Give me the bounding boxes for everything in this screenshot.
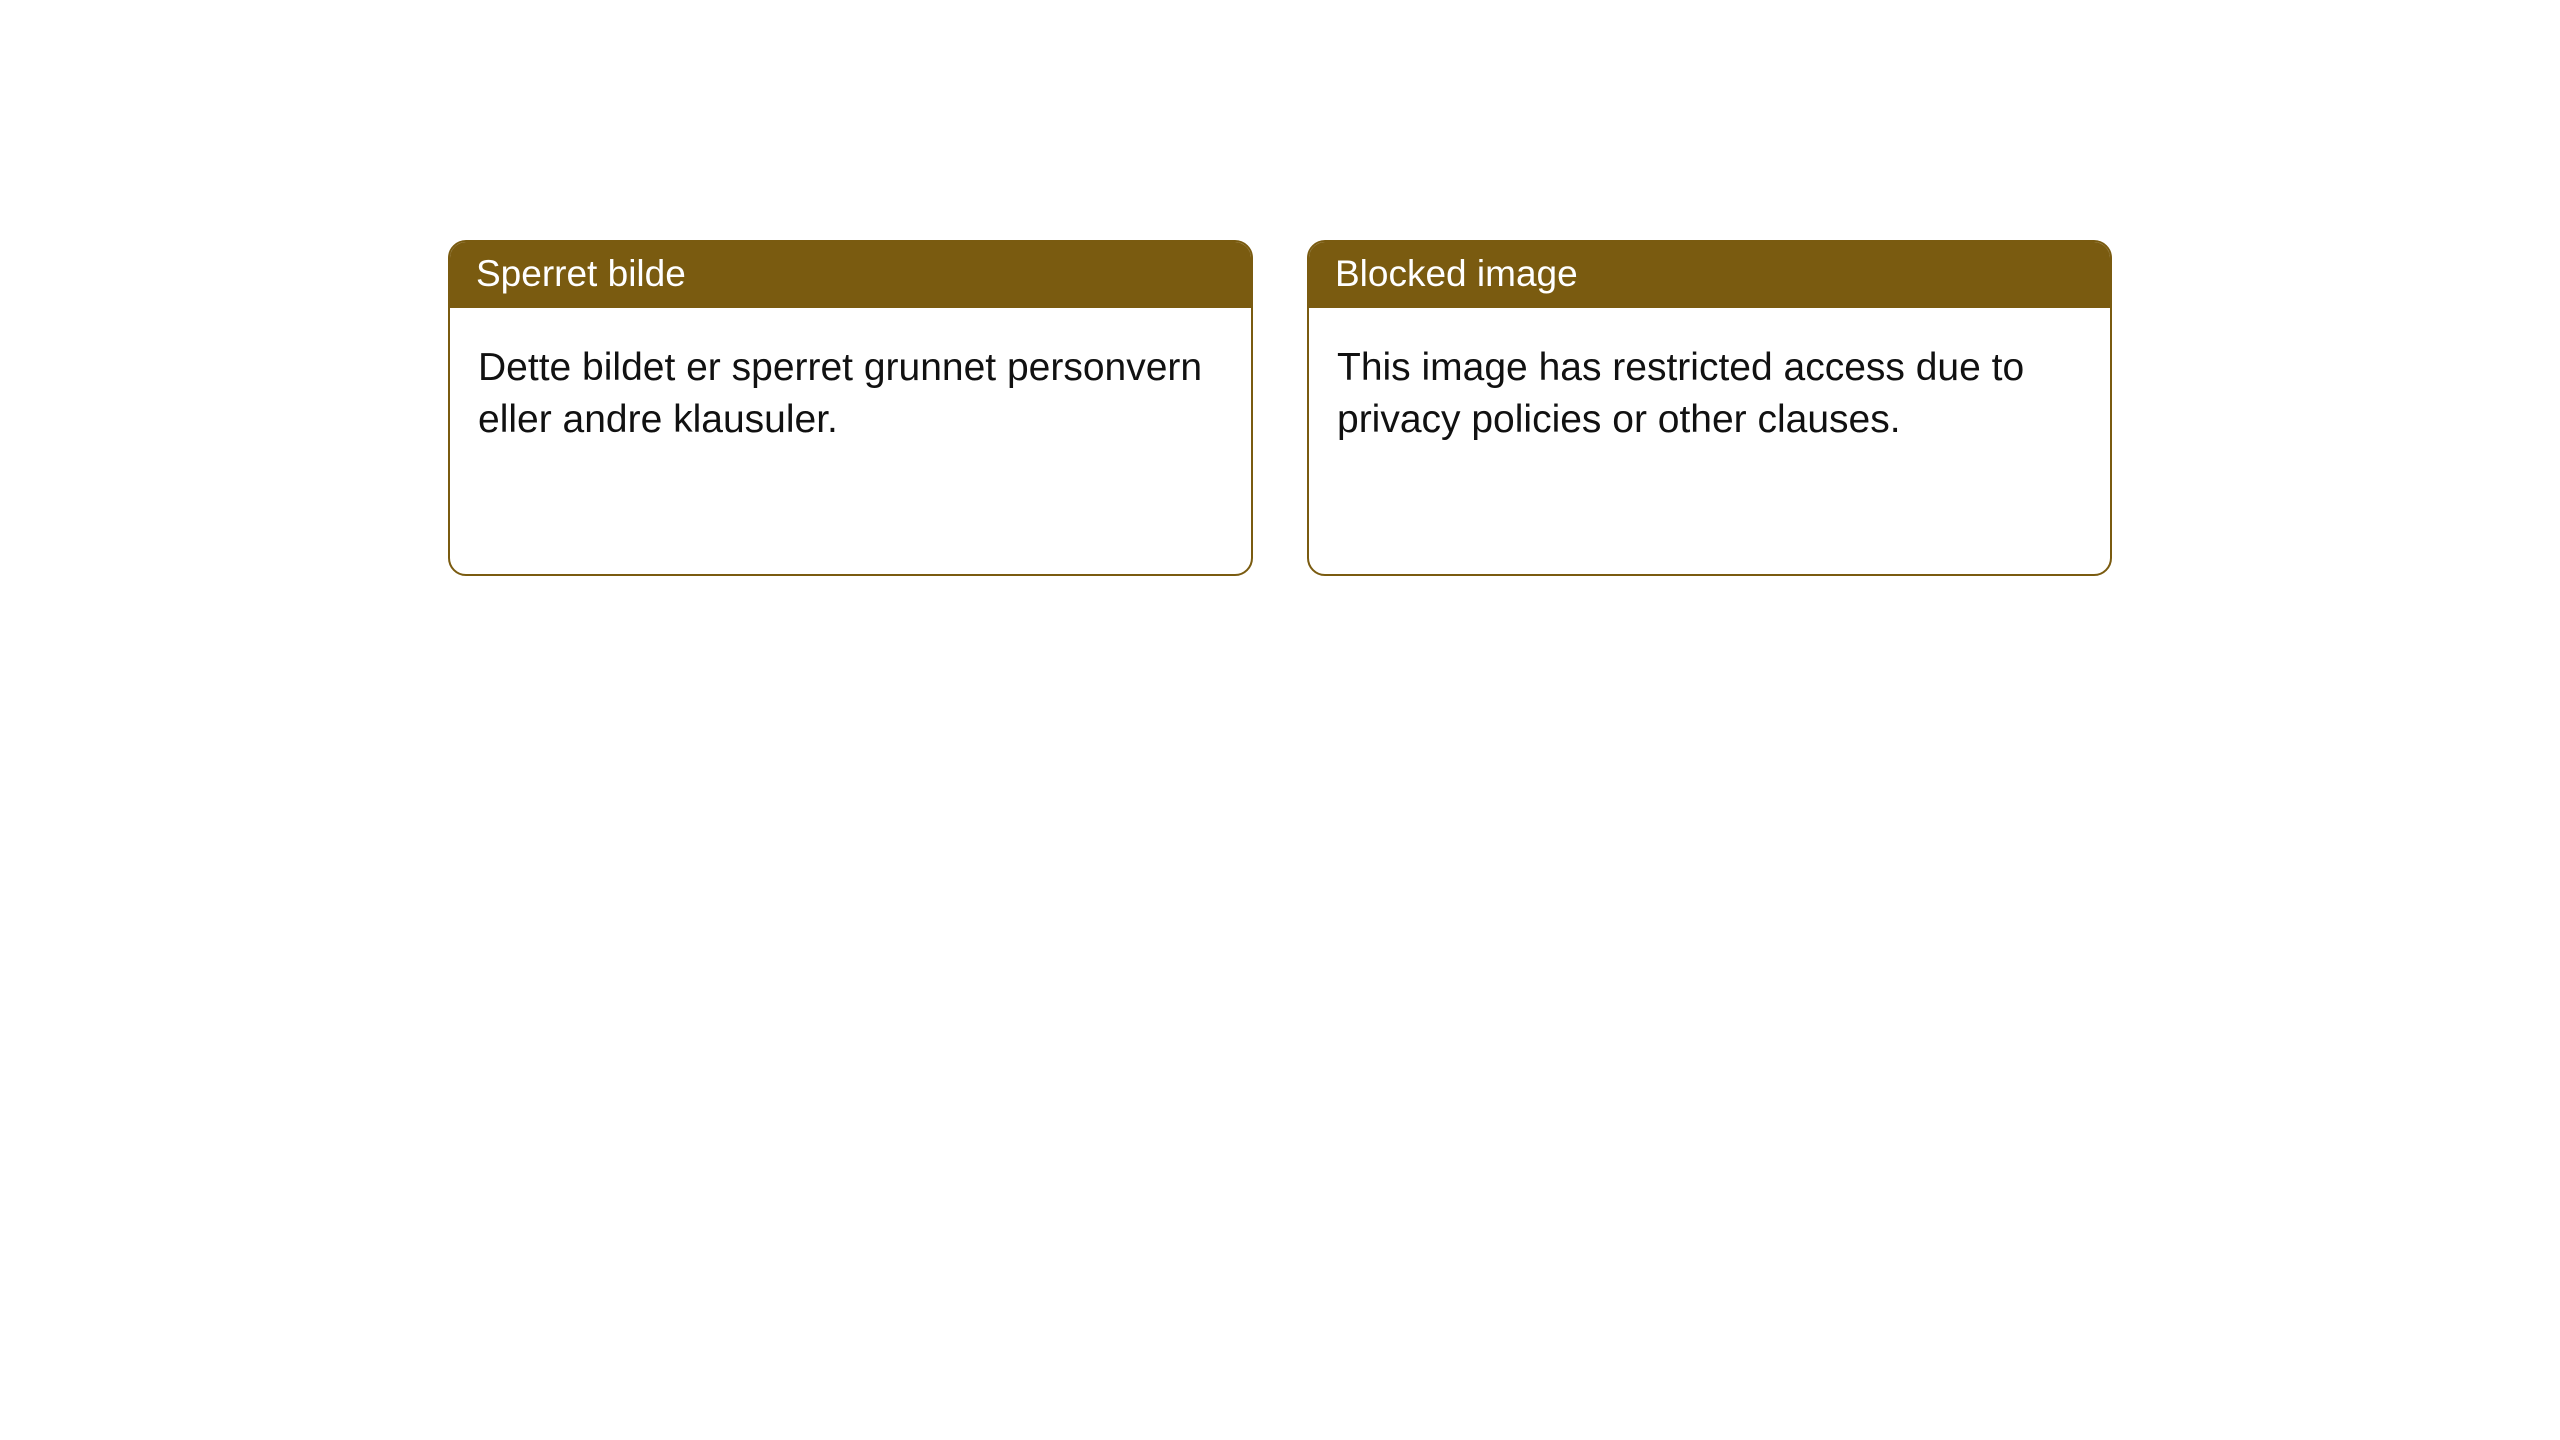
notice-card-norwegian: Sperret bilde Dette bildet er sperret gr… bbox=[448, 240, 1253, 576]
notice-card-english: Blocked image This image has restricted … bbox=[1307, 240, 2112, 576]
notice-cards-row: Sperret bilde Dette bildet er sperret gr… bbox=[0, 0, 2560, 576]
notice-title: Sperret bilde bbox=[450, 242, 1251, 308]
notice-title: Blocked image bbox=[1309, 242, 2110, 308]
notice-body: Dette bildet er sperret grunnet personve… bbox=[450, 308, 1251, 473]
notice-body: This image has restricted access due to … bbox=[1309, 308, 2110, 473]
